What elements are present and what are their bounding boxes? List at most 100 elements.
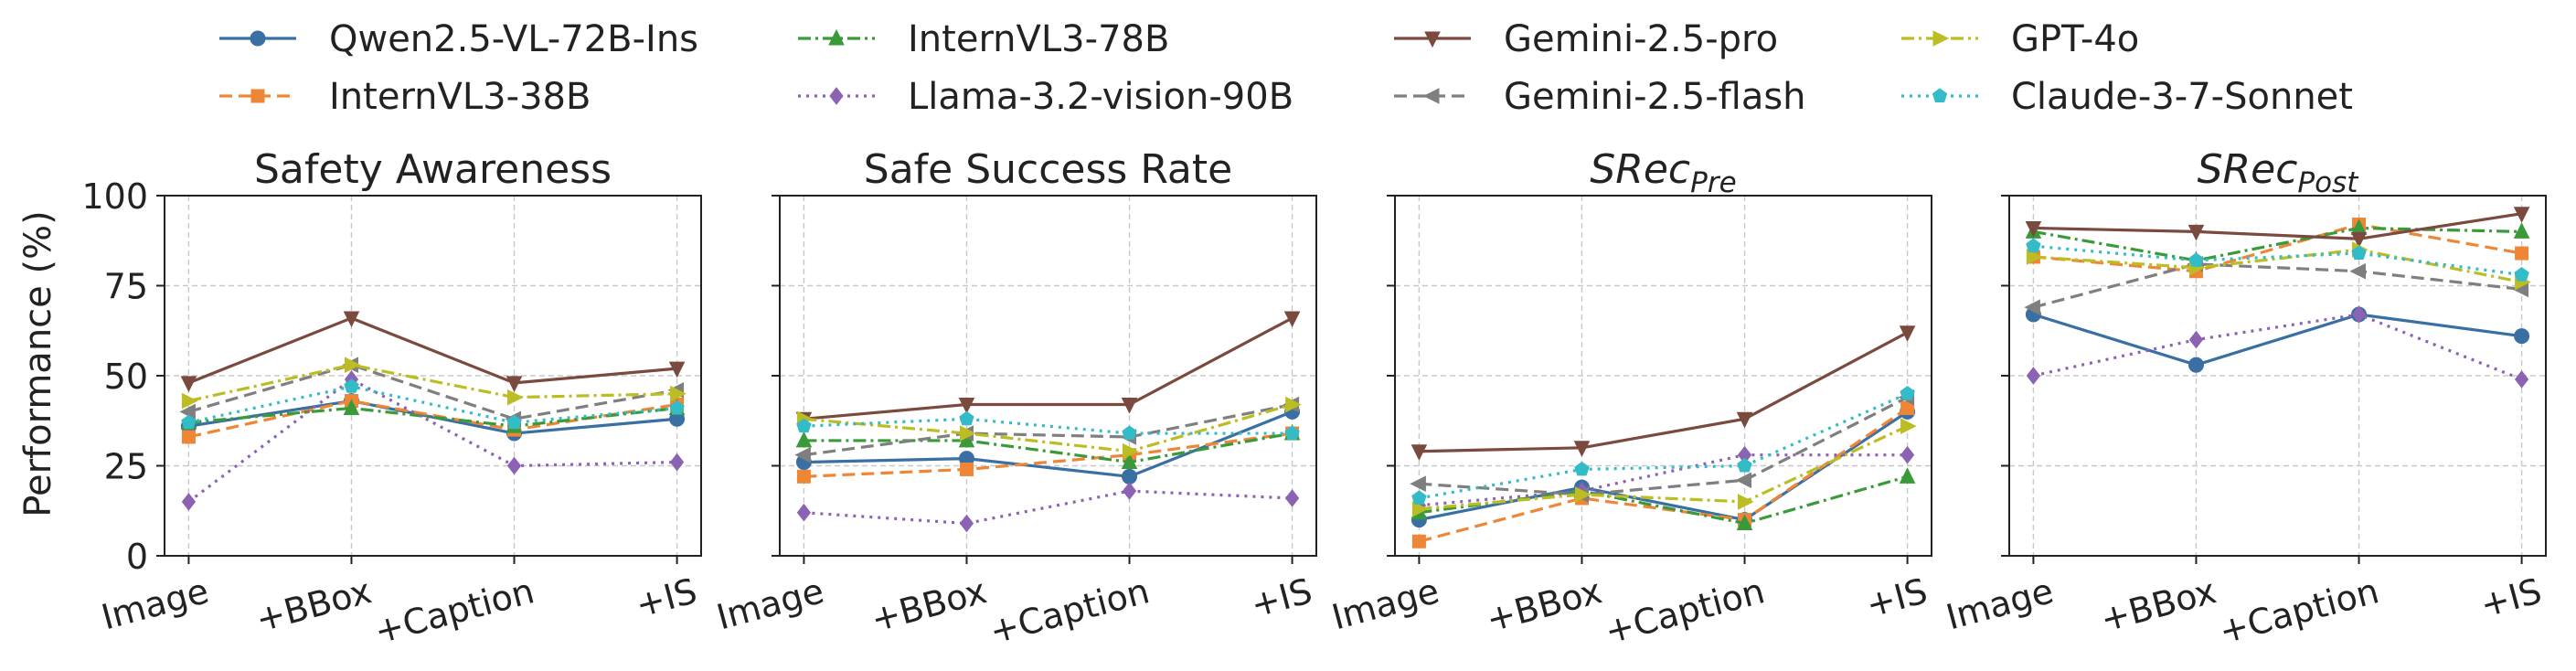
- legend-label-internvl3-38b: InternVL3-38B: [329, 76, 591, 118]
- chart-title-main: SRec: [1590, 146, 1690, 193]
- data-point-claude-3-7-sonnet: [2188, 252, 2204, 267]
- series-line-internvl3-38b: [804, 431, 1293, 478]
- data-point-gemini-2-5-pro: [2187, 224, 2205, 241]
- data-point-gpt-4o: [181, 392, 198, 410]
- series-claude-3-7-sonnet: [181, 378, 685, 430]
- series-line-gpt-4o: [1419, 424, 1909, 511]
- data-point-claude-3-7-sonnet: [796, 418, 812, 433]
- data-point-claude-3-7-sonnet: [959, 410, 974, 426]
- series-line-internvl3-78b: [188, 406, 677, 428]
- chart-panel-safety-awareness: 0 25 50 75 100 Image +BBox+Caption +IS Safety Aw…: [81, 146, 702, 652]
- series-line-claude-3-7-sonnet: [1419, 392, 1909, 500]
- legend-label-claude-3-7-sonnet: Claude-3-7-Sonnet: [2011, 76, 2353, 118]
- data-point-qwen2-5-vl-72b-ins: [2187, 357, 2204, 373]
- series-internvl3-78b: [2025, 218, 2530, 268]
- chart-title-main: Safe Success Rate: [864, 146, 1232, 193]
- data-point-internvl3-78b: [2513, 222, 2530, 239]
- data-point-gpt-4o: [344, 357, 361, 373]
- series-llama-3-2-vision-90b: [2026, 305, 2529, 389]
- data-point-gemini-2-5-pro: [180, 376, 197, 392]
- data-point-gpt-4o: [1900, 418, 1917, 434]
- data-point-llama-3-2-vision-90b: [2514, 370, 2529, 389]
- x-tick-label-is: +IS: [1862, 570, 1932, 625]
- legend-label-internvl3-78b: InternVL3-78B: [908, 18, 1169, 60]
- legend-entry-llama-3-2-vision-90b: Llama-3.2-vision-90B: [798, 76, 1293, 118]
- legend-marker-gemini-2-5-flash: [1422, 88, 1440, 104]
- legend-entry-internvl3-38b: InternVL3-38B: [219, 76, 591, 118]
- chart-title-main: SRec: [2198, 146, 2298, 193]
- series-gemini-2-5-pro: [1410, 325, 1916, 461]
- legend-entry-gemini-2-5-flash: Gemini-2.5-flash: [1394, 76, 1806, 118]
- series-line-llama-3-2-vision-90b: [1419, 453, 1908, 507]
- x-tick-label-caption: +Caption: [985, 570, 1154, 652]
- series-gemini-2-5-flash: [794, 396, 1300, 463]
- x-tick-label-is: +IS: [632, 570, 701, 625]
- data-point-gemini-2-5-pro: [2513, 207, 2530, 223]
- x-tick-label-is: +IS: [1247, 570, 1316, 625]
- legend-label-llama-3-2-vision-90b: Llama-3.2-vision-90B: [908, 76, 1293, 118]
- data-point-gemini-2-5-pro: [668, 361, 686, 378]
- x-tick-label-bbox: +BBox: [251, 570, 376, 640]
- series-line-gpt-4o: [804, 402, 1293, 453]
- data-point-llama-3-2-vision-90b: [1284, 489, 1300, 507]
- series-gpt-4o: [181, 357, 687, 410]
- series-internvl3-38b: [1411, 400, 1915, 549]
- series-line-llama-3-2-vision-90b: [2033, 313, 2523, 381]
- series-line-qwen2-5-vl-72b-ins: [1419, 410, 1909, 522]
- data-point-internvl3-38b: [959, 462, 974, 476]
- data-point-internvl3-38b: [2515, 246, 2529, 261]
- data-point-internvl3-38b: [1411, 534, 1426, 549]
- legend-entry-gpt-4o: GPT-4o: [1901, 18, 2139, 60]
- x-tick-label-image: Image: [1942, 570, 2057, 637]
- data-point-claude-3-7-sonnet: [2351, 245, 2367, 261]
- data-point-claude-3-7-sonnet: [669, 399, 685, 415]
- x-tick-label-image: Image: [97, 570, 212, 637]
- series-qwen2-5-vl-72b-ins: [2025, 306, 2530, 373]
- data-point-llama-3-2-vision-90b: [2026, 367, 2041, 385]
- data-point-claude-3-7-sonnet: [1900, 386, 1915, 400]
- series-internvl3-38b: [796, 426, 1300, 484]
- data-point-gemini-2-5-pro: [1121, 398, 1138, 414]
- legend: Qwen2.5-VL-72B-Ins InternVL3-38B InternVL3…: [219, 18, 2353, 118]
- series-gpt-4o: [1411, 418, 1917, 517]
- data-point-claude-3-7-sonnet: [181, 414, 197, 430]
- data-point-gemini-2-5-flash: [1735, 472, 1752, 489]
- series-gpt-4o: [796, 396, 1302, 460]
- y-tick-label: 50: [104, 357, 148, 397]
- series-line-gpt-4o: [2033, 248, 2522, 284]
- data-point-llama-3-2-vision-90b: [669, 453, 685, 472]
- x-tick-label-image: Image: [1327, 570, 1442, 637]
- data-point-claude-3-7-sonnet: [1737, 457, 1752, 473]
- y-tick-label: 25: [104, 447, 148, 487]
- data-point-gemini-2-5-pro: [1736, 411, 1753, 429]
- legend-marker-gpt-4o: [1932, 30, 1950, 47]
- chart-title: Safe Success Rate: [864, 146, 1232, 193]
- legend-marker-llama-3-2-vision-90b: [829, 87, 844, 105]
- data-point-claude-3-7-sonnet: [1574, 461, 1590, 476]
- legend-entry-qwen2-5-vl-72b-ins: Qwen2.5-VL-72B-Ins: [219, 18, 698, 60]
- data-point-gemini-2-5-flash: [2024, 299, 2040, 315]
- series-line-llama-3-2-vision-90b: [187, 378, 677, 504]
- data-point-gpt-4o: [1285, 396, 1302, 413]
- data-point-llama-3-2-vision-90b: [959, 514, 974, 533]
- series-line-claude-3-7-sonnet: [2033, 244, 2522, 277]
- series-claude-3-7-sonnet: [2026, 238, 2529, 282]
- chart-title: SRecPost: [2198, 146, 2360, 199]
- data-point-gemini-2-5-pro: [2025, 220, 2042, 238]
- data-point-gpt-4o: [1123, 442, 1139, 460]
- series-claude-3-7-sonnet: [796, 410, 1300, 441]
- series-claude-3-7-sonnet: [1411, 386, 1915, 505]
- chart-title-main: Safety Awareness: [254, 146, 612, 193]
- legend-label-gemini-2-5-pro: Gemini-2.5-pro: [1504, 18, 1778, 60]
- data-point-gpt-4o: [959, 425, 976, 442]
- x-tick-label-bbox: +BBox: [2096, 570, 2220, 640]
- legend-entry-gemini-2-5-pro: Gemini-2.5-pro: [1394, 18, 1778, 60]
- data-point-gpt-4o: [670, 385, 687, 402]
- data-point-claude-3-7-sonnet: [1411, 490, 1427, 505]
- series-line-qwen2-5-vl-72b-ins: [804, 410, 1293, 478]
- data-point-gemini-2-5-pro: [506, 376, 523, 392]
- legend-label-gemini-2-5-flash: Gemini-2.5-flash: [1504, 76, 1806, 118]
- data-point-internvl3-38b: [181, 430, 196, 444]
- series-internvl3-38b: [181, 394, 685, 444]
- legend-entry-internvl3-78b: InternVL3-78B: [798, 18, 1169, 60]
